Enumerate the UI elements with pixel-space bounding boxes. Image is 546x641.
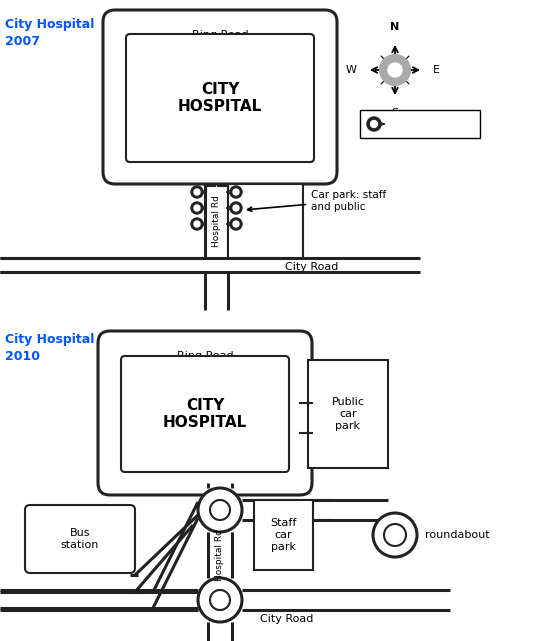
FancyBboxPatch shape [103,10,337,184]
Text: CITY
HOSPITAL: CITY HOSPITAL [163,398,247,430]
Circle shape [230,218,242,230]
FancyBboxPatch shape [98,331,312,495]
Text: roundabout: roundabout [425,530,490,540]
Text: Hospital Rd: Hospital Rd [212,195,221,247]
Bar [308,360,388,468]
Text: Car park: staff
and public: Car park: staff and public [248,190,386,212]
Circle shape [210,500,230,520]
Circle shape [367,117,381,131]
Text: S: S [391,108,399,118]
Text: City Road: City Road [285,262,339,272]
Circle shape [379,54,411,85]
Circle shape [371,121,377,128]
Text: Hospital Rd: Hospital Rd [216,529,224,581]
Circle shape [230,186,242,198]
Circle shape [191,218,203,230]
Circle shape [191,202,203,214]
FancyBboxPatch shape [121,356,289,472]
Circle shape [384,524,406,546]
Circle shape [194,221,200,227]
Circle shape [194,205,200,211]
Circle shape [373,513,417,557]
Circle shape [198,488,242,532]
Circle shape [230,202,242,214]
Circle shape [191,186,203,198]
Circle shape [194,189,200,195]
Bar [360,110,480,138]
Circle shape [233,221,239,227]
Text: W: W [346,65,357,75]
Text: City Hospital
2007: City Hospital 2007 [5,18,94,48]
Circle shape [198,578,242,622]
Circle shape [233,189,239,195]
Text: Ring Road: Ring Road [177,351,233,361]
Circle shape [210,590,230,610]
Text: City Hospital
2010: City Hospital 2010 [5,333,94,363]
Text: Public
car
park: Public car park [331,397,365,431]
FancyBboxPatch shape [25,505,135,573]
Text: City Road: City Road [260,614,313,624]
Text: CITY
HOSPITAL: CITY HOSPITAL [178,82,262,114]
FancyBboxPatch shape [126,34,314,162]
Circle shape [388,63,402,77]
Text: Ring Road: Ring Road [192,30,248,40]
Text: E: E [433,65,440,75]
Circle shape [233,205,239,211]
Text: Staff
car
park: Staff car park [270,519,296,552]
Text: N: N [390,22,400,32]
Text: Bus
station: Bus station [61,528,99,550]
Text: Bus stop: Bus stop [392,119,440,129]
Bar [228,184,303,258]
Bar [254,500,313,570]
